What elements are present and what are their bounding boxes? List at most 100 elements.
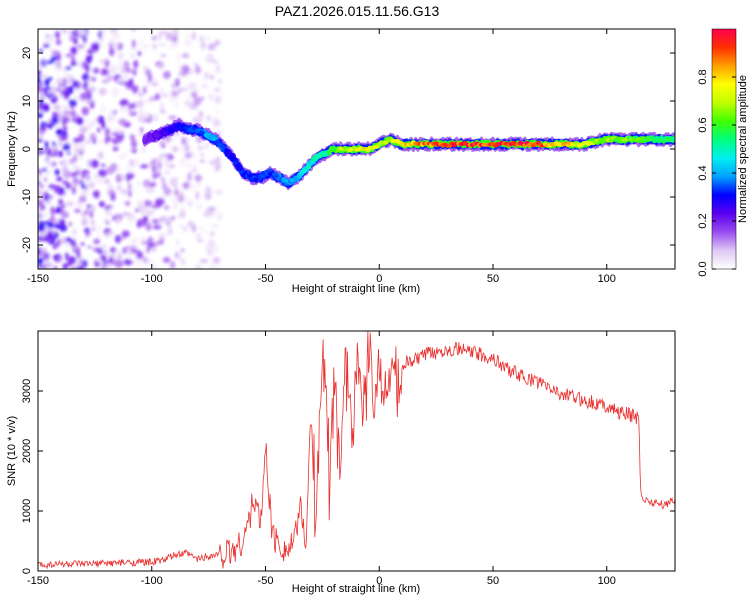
spectrogram-noise-cell bbox=[79, 195, 87, 203]
spectrogram-noise-cell bbox=[80, 242, 85, 246]
spectrogram-noise-cell bbox=[211, 59, 219, 64]
spectrogram-noise-cell bbox=[54, 168, 60, 176]
colorbar-tick-label: 0.6 bbox=[697, 117, 709, 132]
spectrogram-noise-cell bbox=[197, 142, 206, 147]
spectrogram-noise-cell bbox=[151, 209, 156, 213]
spectrogram-noise-cell bbox=[86, 204, 91, 208]
spectrogram-noise-cell bbox=[137, 50, 142, 57]
spectrogram-noise-cell bbox=[214, 165, 219, 172]
spectrogram-noise-cell bbox=[50, 55, 58, 61]
spectrogram-noise-cell bbox=[187, 163, 191, 168]
spectrogram-noise-cell bbox=[184, 153, 190, 159]
spectrogram-noise-cell bbox=[42, 262, 48, 269]
spectrogram-ridge-cell bbox=[246, 173, 253, 178]
spectrogram-noise-cell bbox=[138, 92, 143, 97]
spectrogram-noise-cell bbox=[97, 151, 104, 160]
spectrogram-noise-cell bbox=[38, 205, 41, 209]
spectrogram-noise-cell bbox=[112, 146, 119, 152]
spectrogram-y-tick-label: -20 bbox=[21, 237, 33, 253]
spectrogram-noise-cell bbox=[159, 216, 166, 222]
spectrogram-noise-cell bbox=[135, 100, 144, 109]
spectrogram-noise-cell bbox=[129, 134, 136, 141]
spectrogram-noise-cell bbox=[199, 35, 204, 42]
spectrogram-noise-cell bbox=[165, 218, 172, 227]
spectrogram-ridge-cell bbox=[237, 167, 244, 172]
spectrogram-noise-cell bbox=[39, 129, 44, 136]
spectrogram-noise-cell bbox=[95, 233, 103, 238]
spectrogram-noise-cell bbox=[186, 172, 192, 181]
spectrogram-noise-cell bbox=[177, 193, 185, 203]
spectrogram-noise-cell bbox=[43, 238, 48, 242]
spectrogram-noise-cell bbox=[191, 92, 198, 99]
spectrogram-noise-cell bbox=[107, 108, 115, 115]
spectrogram-noise-cell bbox=[212, 263, 221, 269]
spectrogram-noise-cell bbox=[40, 125, 44, 130]
spectrogram-noise-cell bbox=[191, 31, 196, 41]
spectrogram-noise-cell bbox=[162, 257, 171, 264]
spectrogram-noise-cell bbox=[201, 83, 208, 89]
spectrogram-noise-cell bbox=[155, 92, 160, 100]
spectrogram-noise-cell bbox=[131, 148, 138, 154]
spectrogram-noise-cell bbox=[182, 64, 190, 75]
spectrogram-noise-cell bbox=[89, 121, 96, 127]
spectrogram-noise-cell bbox=[62, 126, 69, 131]
spectrogram-noise-cell bbox=[76, 251, 81, 259]
spectrogram-noise-cell bbox=[205, 71, 210, 80]
spectrogram-noise-cell bbox=[72, 182, 77, 187]
spectrogram-noise-cell bbox=[120, 189, 129, 195]
spectrogram-noise-cell bbox=[65, 251, 69, 261]
spectrogram-noise-cell bbox=[182, 226, 188, 232]
spectrogram-noise-cell bbox=[55, 66, 60, 74]
figure-title: PAZ1.2026.015.11.56.G13 bbox=[275, 3, 440, 19]
snr-y-ticks: 0 1000 2000 3000 bbox=[21, 379, 675, 574]
spectrogram-noise-cell bbox=[125, 248, 132, 256]
spectrogram-noise-cell bbox=[51, 94, 55, 98]
colorbar-ticks: 0.0 0.2 0.4 0.6 0.8 bbox=[697, 69, 736, 277]
spectrogram-noise-cell bbox=[98, 225, 102, 229]
spectrogram-noise-cell bbox=[62, 110, 72, 115]
spectrogram-noise-cell bbox=[46, 115, 50, 124]
spectrogram-ridge-cell bbox=[383, 140, 389, 145]
spectrogram-noise-cell bbox=[186, 148, 190, 155]
spectrogram-noise-cell bbox=[104, 127, 111, 137]
spectrogram-noise-cell bbox=[177, 252, 182, 261]
colorbar: 0.0 0.2 0.4 0.6 0.8 Normalized spectral ampl… bbox=[697, 28, 749, 277]
spectrogram-noise-cell bbox=[58, 150, 64, 158]
spectrogram-noise-cell bbox=[168, 115, 177, 120]
spectrogram-noise-cell bbox=[42, 167, 48, 172]
spectrogram-noise-cell bbox=[159, 87, 164, 95]
spectrogram-noise-cell bbox=[61, 117, 67, 127]
spectrogram-noise-cell bbox=[54, 148, 58, 157]
spectrogram-noise-cell bbox=[71, 141, 81, 150]
spectrogram-ridge-cell bbox=[226, 151, 232, 156]
spectrogram-noise-cell bbox=[152, 173, 157, 180]
spectrogram-noise-cell bbox=[117, 253, 122, 260]
spectrogram-noise-cell bbox=[56, 56, 61, 60]
spectrogram-noise-cell bbox=[71, 240, 77, 249]
spectrogram-noise-cell bbox=[163, 70, 171, 79]
spectrogram-noise-cell bbox=[172, 145, 178, 153]
spectrogram-noise-cell bbox=[121, 212, 129, 217]
spectrogram-noise-cell bbox=[174, 189, 179, 196]
spectrogram-noise-cell bbox=[38, 75, 41, 85]
spectrogram-noise-cell bbox=[38, 85, 41, 94]
spectrogram-noise-cell bbox=[152, 79, 156, 83]
spectrogram-noise-cell bbox=[143, 112, 150, 120]
colorbar-tick-label: 0.4 bbox=[697, 165, 709, 180]
spectrogram-noise-cell bbox=[183, 100, 193, 107]
spectrogram-noise-cell bbox=[127, 241, 136, 246]
spectrogram-noise-cell bbox=[140, 148, 145, 153]
spectrogram-noise-cell bbox=[105, 136, 113, 142]
spectrogram-noise-cell bbox=[206, 239, 216, 249]
spectrogram-noise-cell bbox=[54, 87, 61, 92]
spectrogram-noise-cell bbox=[73, 137, 81, 144]
spectrogram-noise-cell bbox=[163, 160, 173, 168]
spectrogram-noise-cell bbox=[128, 78, 134, 87]
spectrogram-noise-cell bbox=[216, 211, 223, 221]
spectrogram-noise-cell bbox=[81, 106, 90, 116]
spectrogram-ridge-cell bbox=[231, 157, 237, 162]
spectrogram-noise-cell bbox=[198, 225, 205, 232]
spectrogram-noise-cell bbox=[174, 251, 179, 259]
spectrogram-noise-cell bbox=[121, 235, 125, 240]
spectrogram-noise-cell bbox=[104, 59, 110, 68]
